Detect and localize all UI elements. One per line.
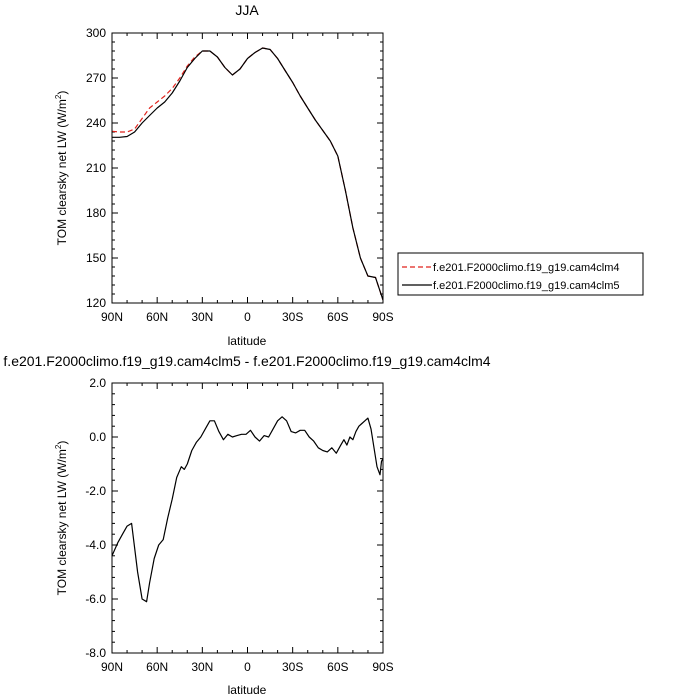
top-x-tick-label: 60S: [327, 310, 348, 324]
top-y-tick-label: 150: [86, 251, 106, 265]
bottom-x-tick-label: 30N: [191, 660, 213, 674]
bottom-plot-frame: [111, 382, 384, 654]
top-y-tick-label: 120: [86, 296, 106, 310]
bottom-x-tick-label: 90N: [101, 660, 123, 674]
bottom-y-tick-label: -4.0: [85, 538, 106, 552]
top-x-tick-label: 30S: [282, 310, 303, 324]
top-y-tick-label: 270: [86, 71, 106, 85]
top-x-tick-label: 0: [244, 310, 251, 324]
bottom-y-tick-label: 0.0: [89, 430, 106, 444]
bottom-x-tick-label: 60N: [146, 660, 168, 674]
bottom-x-axis-label: latitude: [228, 683, 267, 697]
bottom-y-tick-label: -8.0: [85, 646, 106, 660]
bottom-series-lines: [111, 416, 384, 603]
top-x-tick-label: 90N: [101, 310, 123, 324]
bottom-series-line-0: [111, 416, 384, 603]
top-plot-frame: [111, 32, 384, 304]
top-ticks: 90N 60N 30N 0 30S 60S 90S 120 150 180 210 240 270 300: [86, 26, 394, 324]
bottom-x-tick-label: 0: [244, 660, 251, 674]
top-x-tick-label: 90S: [372, 310, 393, 324]
bottom-x-tick-label: 60S: [327, 660, 348, 674]
legend-box: [397, 252, 644, 296]
legend-label-cam4clm4: f.e201.F2000climo.f19_g19.cam4clm4: [433, 262, 620, 274]
top-series-lines: [111, 47, 384, 301]
bottom-y-tick-label: -6.0: [85, 592, 106, 606]
legend: f.e201.F2000climo.f19_g19.cam4clm4 f.e20…: [397, 252, 644, 296]
top-x-tick-label: 60N: [146, 310, 168, 324]
legend-label-cam4clm5: f.e201.F2000climo.f19_g19.cam4clm5: [433, 280, 620, 292]
bottom-y-tick-label: 2.0: [89, 376, 106, 390]
top-x-axis-label: latitude: [228, 334, 267, 348]
top-y-axis-label: TOM clearsky net LW (W/m2): [54, 91, 69, 246]
bottom-x-tick-label: 90S: [372, 660, 393, 674]
top-chart-title: JJA: [235, 2, 259, 18]
top-x-tick-label: 30N: [191, 310, 213, 324]
top-series-line-0: [111, 47, 384, 301]
bottom-panel: f.e201.F2000climo.f19_g19.cam4clm5 - f.e…: [3, 353, 490, 697]
top-y-tick-label: 240: [86, 116, 106, 130]
bottom-y-axis-label: TOM clearsky net LW (W/m2): [54, 441, 69, 596]
bottom-chart-title: f.e201.F2000climo.f19_g19.cam4clm5 - f.e…: [3, 353, 490, 369]
top-y-tick-label: 180: [86, 206, 106, 220]
bottom-y-tick-label: -2.0: [85, 484, 106, 498]
top-y-tick-label: 210: [86, 161, 106, 175]
top-y-tick-label: 300: [86, 26, 106, 40]
top-panel: JJA 90N 60N 30N 0 30S 60S 90S 120 150 180 210 240 27…: [54, 2, 644, 348]
bottom-x-tick-label: 30S: [282, 660, 303, 674]
top-series-line-1: [112, 47, 384, 301]
